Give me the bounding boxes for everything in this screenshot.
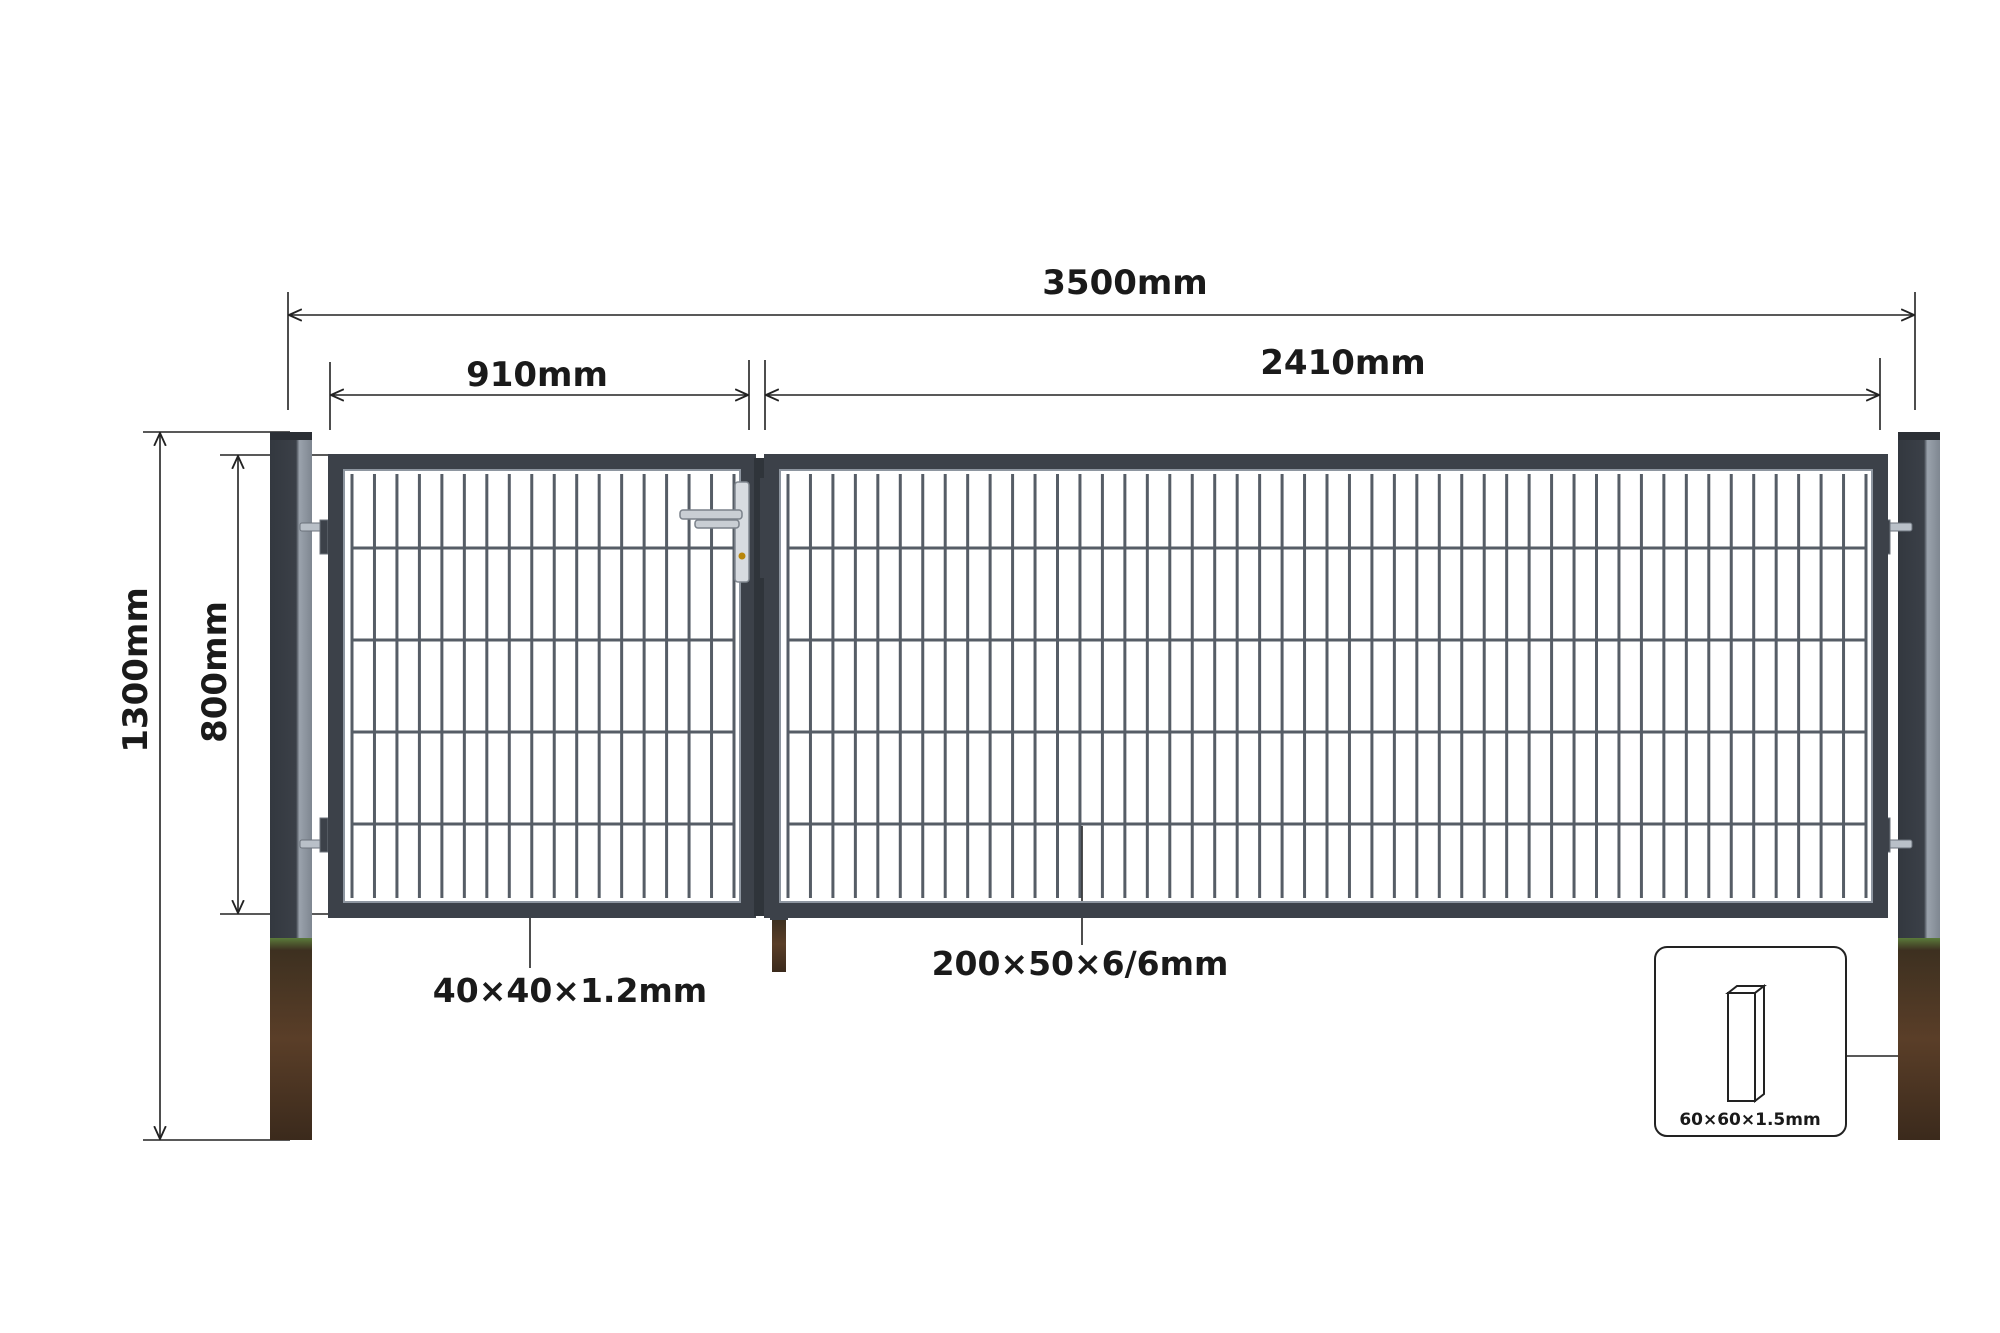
small-gate-leaf xyxy=(328,454,756,918)
large-leaf-width-label: 2410mm xyxy=(1260,343,1425,383)
center-stop xyxy=(754,458,788,972)
large-gate-leaf xyxy=(764,454,1888,918)
mesh-spec-label: 200×50×6/6mm xyxy=(932,944,1229,983)
dimension-lines xyxy=(143,292,1916,1141)
frame-profile-label: 40×40×1.2mm xyxy=(433,971,707,1010)
post-detail-box xyxy=(1654,946,1847,1137)
lock-handle xyxy=(679,481,750,583)
ground-bolt xyxy=(772,916,786,972)
post-profile-label: 60×60×1.5mm xyxy=(1679,1110,1820,1130)
large-leaf-mesh xyxy=(786,474,1868,898)
hinges xyxy=(299,519,1913,853)
small-leaf-mesh xyxy=(350,474,736,898)
total-width-label: 3500mm xyxy=(1042,263,1207,303)
gate-height-label: 800mm xyxy=(195,601,235,743)
small-leaf-width-label: 910mm xyxy=(466,355,608,395)
left-post-soil xyxy=(270,938,312,1140)
keyhole xyxy=(738,552,746,560)
right-post xyxy=(1898,432,1940,1140)
total-height-label: 1300mm xyxy=(116,587,156,752)
post-profile-icon xyxy=(1725,983,1767,1104)
handle-lever xyxy=(679,509,743,520)
right-post-soil xyxy=(1898,938,1940,1140)
left-post xyxy=(270,432,312,1140)
